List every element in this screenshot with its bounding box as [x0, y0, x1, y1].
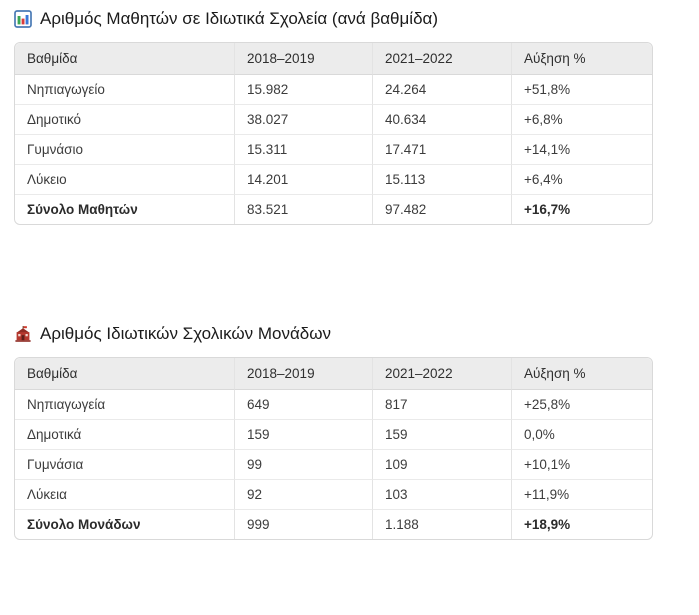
- table-cell: 40.634: [372, 104, 511, 134]
- table-cell: 649: [234, 390, 372, 419]
- column-header: Αύξηση %: [511, 43, 652, 75]
- table-cell: 103: [372, 479, 511, 509]
- table-cell: +18,9%: [511, 509, 652, 539]
- table-cell: Σύνολο Μαθητών: [15, 194, 234, 224]
- table-cell: 15.982: [234, 75, 372, 104]
- table-cell: Σύνολο Μονάδων: [15, 509, 234, 539]
- table-cell: 83.521: [234, 194, 372, 224]
- school-units-table: Βαθμίδα 2018–2019 2021–2022 Αύξηση % Νηπιαγ…: [14, 357, 653, 540]
- table-row: Δημοτικά 159 159 0,0%: [15, 419, 652, 449]
- table-cell: 1.188: [372, 509, 511, 539]
- table-cell: 92: [234, 479, 372, 509]
- table-cell: 817: [372, 390, 511, 419]
- table-row: Γυμνάσια 99 109 +10,1%: [15, 449, 652, 479]
- table-cell: 97.482: [372, 194, 511, 224]
- column-header: 2018–2019: [234, 358, 372, 390]
- table-row: Δημοτικό 38.027 40.634 +6,8%: [15, 104, 652, 134]
- table-cell: Λύκεια: [15, 479, 234, 509]
- table-cell: 15.311: [234, 134, 372, 164]
- total-row: Σύνολο Μαθητών 83.521 97.482 +16,7%: [15, 194, 652, 224]
- table-row: Νηπιαγωγείο 15.982 24.264 +51,8%: [15, 75, 652, 104]
- table-cell: +6,8%: [511, 104, 652, 134]
- table-cell: 159: [234, 419, 372, 449]
- table-header-row: Βαθμίδα 2018–2019 2021–2022 Αύξηση %: [15, 43, 652, 75]
- table-row: Γυμνάσιο 15.311 17.471 +14,1%: [15, 134, 652, 164]
- table-cell: 999: [234, 509, 372, 539]
- table-cell: +6,4%: [511, 164, 652, 194]
- section-title-text: Αριθμός Μαθητών σε Ιδιωτικά Σχολεία (ανά…: [40, 9, 439, 28]
- students-section: Αριθμός Μαθητών σε Ιδιωτικά Σχολεία (ανά…: [14, 9, 699, 225]
- table-cell: 24.264: [372, 75, 511, 104]
- table-row: Λύκεια 92 103 +11,9%: [15, 479, 652, 509]
- column-header: 2021–2022: [372, 358, 511, 390]
- table-cell: +10,1%: [511, 449, 652, 479]
- table-row: Νηπιαγωγεία 649 817 +25,8%: [15, 390, 652, 419]
- school-units-section-title: Αριθμός Ιδιωτικών Σχολικών Μονάδων: [14, 324, 699, 344]
- table-cell: 17.471: [372, 134, 511, 164]
- column-header: Αύξηση %: [511, 358, 652, 390]
- total-row: Σύνολο Μονάδων 999 1.188 +18,9%: [15, 509, 652, 539]
- table-cell: 99: [234, 449, 372, 479]
- column-header: 2021–2022: [372, 43, 511, 75]
- table-row: Λύκειο 14.201 15.113 +6,4%: [15, 164, 652, 194]
- bar-chart-icon: [14, 10, 32, 28]
- column-header: Βαθμίδα: [15, 358, 234, 390]
- table-header-row: Βαθμίδα 2018–2019 2021–2022 Αύξηση %: [15, 358, 652, 390]
- table-cell: +14,1%: [511, 134, 652, 164]
- page: Αριθμός Μαθητών σε Ιδιωτικά Σχολεία (ανά…: [14, 9, 699, 540]
- table-cell: 109: [372, 449, 511, 479]
- table-cell: Γυμνάσιο: [15, 134, 234, 164]
- section-title-text: Αριθμός Ιδιωτικών Σχολικών Μονάδων: [40, 324, 332, 343]
- students-table: Βαθμίδα 2018–2019 2021–2022 Αύξηση % Νηπιαγ…: [14, 42, 653, 225]
- table-cell: +25,8%: [511, 390, 652, 419]
- column-header: 2018–2019: [234, 43, 372, 75]
- table-cell: 38.027: [234, 104, 372, 134]
- column-header: Βαθμίδα: [15, 43, 234, 75]
- table-cell: Δημοτικά: [15, 419, 234, 449]
- table-cell: +11,9%: [511, 479, 652, 509]
- table-cell: 15.113: [372, 164, 511, 194]
- table-cell: 0,0%: [511, 419, 652, 449]
- table-cell: +51,8%: [511, 75, 652, 104]
- table-cell: Δημοτικό: [15, 104, 234, 134]
- students-section-title: Αριθμός Μαθητών σε Ιδιωτικά Σχολεία (ανά…: [14, 9, 699, 29]
- school-units-section: Αριθμός Ιδιωτικών Σχολικών Μονάδων Βαθμί…: [14, 324, 699, 540]
- table-cell: Λύκειο: [15, 164, 234, 194]
- school-icon: [14, 325, 32, 343]
- table-cell: +16,7%: [511, 194, 652, 224]
- table-cell: Νηπιαγωγεία: [15, 390, 234, 419]
- table-cell: Νηπιαγωγείο: [15, 75, 234, 104]
- table-cell: Γυμνάσια: [15, 449, 234, 479]
- table-cell: 14.201: [234, 164, 372, 194]
- table-cell: 159: [372, 419, 511, 449]
